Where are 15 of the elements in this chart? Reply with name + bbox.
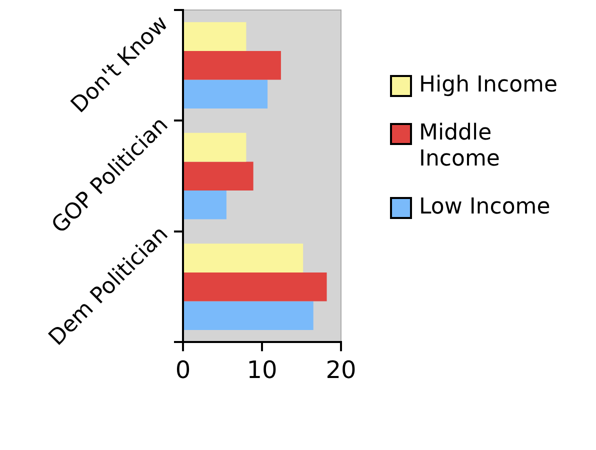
- bar: [184, 50, 281, 80]
- legend-label: High Income: [419, 72, 558, 98]
- bar: [184, 244, 304, 272]
- bar: [184, 162, 254, 190]
- x-tick-label: 0: [175, 356, 191, 384]
- bar: [184, 80, 268, 109]
- bar: [184, 190, 226, 220]
- bar: [184, 272, 327, 302]
- x-tick-label: 10: [246, 356, 278, 384]
- legend-label: Low Income: [419, 194, 550, 220]
- bar: [184, 132, 246, 162]
- x-tick-label: 20: [326, 356, 356, 384]
- bar: [184, 22, 246, 51]
- bar: [184, 301, 314, 330]
- legend-label: Middle Income: [419, 120, 500, 172]
